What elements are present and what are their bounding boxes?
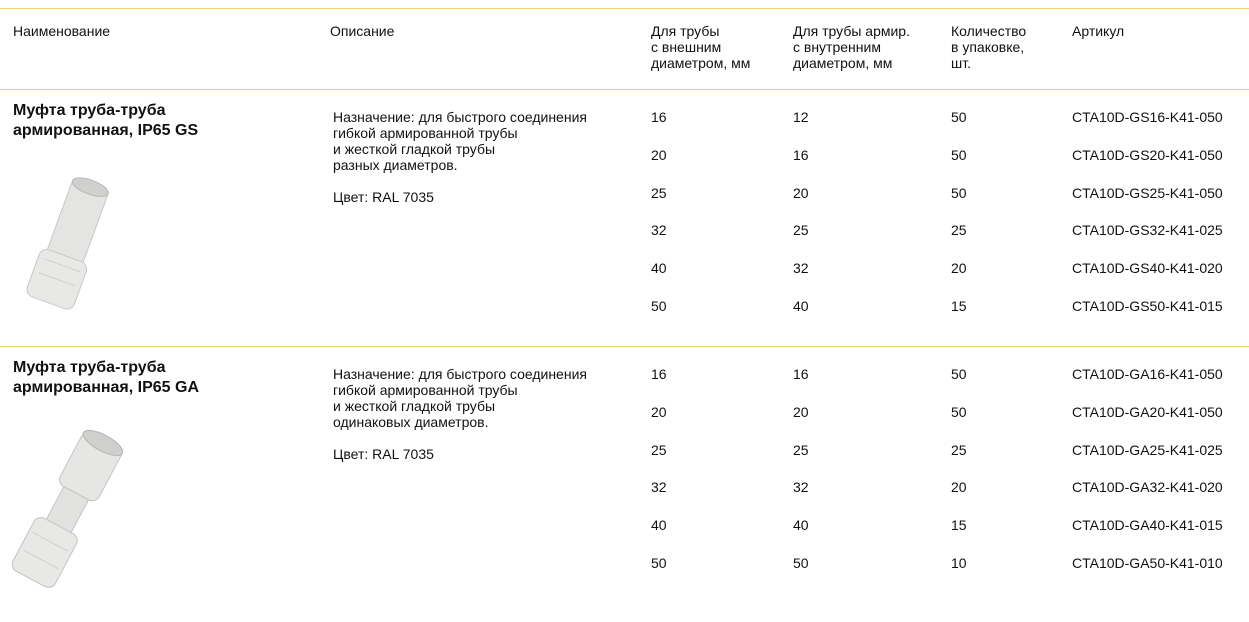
product-name: Муфта труба-труба (13, 101, 165, 121)
description-line: Назначение: для быстрого соединения (333, 109, 587, 126)
column-header: Артикул (1072, 23, 1124, 40)
table-cell: CTA10D-GS20-K41-050 (1072, 147, 1223, 164)
table-cell: CTA10D-GA40-K41-015 (1072, 517, 1223, 534)
table-cell: 20 (793, 404, 809, 421)
table-cell: 40 (651, 517, 667, 534)
table-cell: 16 (793, 147, 809, 164)
column-header: Описание (330, 23, 394, 40)
description-line: гибкой армированной трубы (333, 125, 518, 142)
table-cell: 25 (951, 222, 967, 239)
table-cell: 16 (651, 366, 667, 383)
description-line: и жесткой гладкой трубы (333, 398, 495, 415)
column-header: диаметром, мм (651, 55, 750, 72)
color-note: Цвет: RAL 7035 (333, 446, 434, 463)
description-line: гибкой армированной трубы (333, 382, 518, 399)
product-name: армированная, IP65 GA (13, 378, 199, 398)
column-header: Для трубы (651, 23, 719, 40)
product-name: армированная, IP65 GS (13, 121, 198, 141)
page: НаименованиеОписаниеДля трубыс внешнимди… (0, 0, 1249, 622)
table-cell: CTA10D-GA20-K41-050 (1072, 404, 1223, 421)
table-cell: 50 (951, 366, 967, 383)
table-cell: 25 (951, 442, 967, 459)
table-cell: 32 (651, 222, 667, 239)
table-cell: 20 (651, 404, 667, 421)
table-cell: 50 (793, 555, 809, 572)
table-cell: 12 (793, 109, 809, 126)
description-line: и жесткой гладкой трубы (333, 141, 495, 158)
table-cell: CTA10D-GA32-K41-020 (1072, 479, 1223, 496)
table-cell: 20 (651, 147, 667, 164)
description-line: одинаковых диаметров. (333, 414, 488, 431)
table-cell: CTA10D-GA50-K41-010 (1072, 555, 1223, 572)
table-cell: 16 (793, 366, 809, 383)
rule (0, 89, 1249, 90)
table-cell: 32 (793, 260, 809, 277)
table-cell: 25 (793, 222, 809, 239)
color-note: Цвет: RAL 7035 (333, 189, 434, 206)
rule (0, 8, 1249, 9)
table-cell: 32 (793, 479, 809, 496)
table-cell: CTA10D-GS40-K41-020 (1072, 260, 1223, 277)
table-cell: CTA10D-GA25-K41-025 (1072, 442, 1223, 459)
table-cell: 50 (951, 147, 967, 164)
table-cell: 50 (951, 404, 967, 421)
column-header: в упаковке, (951, 39, 1024, 56)
table-cell: CTA10D-GS16-K41-050 (1072, 109, 1223, 126)
product-image (5, 415, 125, 605)
table-cell: 16 (651, 109, 667, 126)
column-header: с внутренним (793, 39, 881, 56)
column-header: шт. (951, 55, 971, 72)
table-cell: 25 (793, 442, 809, 459)
table-cell: 25 (651, 185, 667, 202)
table-cell: 20 (951, 479, 967, 496)
table-cell: 40 (793, 298, 809, 315)
table-cell: 50 (951, 185, 967, 202)
column-header: Для трубы армир. (793, 23, 910, 40)
product-name: Муфта труба-труба (13, 358, 165, 378)
table-cell: 15 (951, 517, 967, 534)
table-cell: 32 (651, 479, 667, 496)
table-cell: 25 (651, 442, 667, 459)
table-cell: 40 (793, 517, 809, 534)
table-cell: CTA10D-GA16-K41-050 (1072, 366, 1223, 383)
table-cell: CTA10D-GS25-K41-050 (1072, 185, 1223, 202)
table-cell: 50 (651, 298, 667, 315)
table-cell: CTA10D-GS50-K41-015 (1072, 298, 1223, 315)
product-image (10, 170, 120, 320)
column-header: диаметром, мм (793, 55, 892, 72)
table-cell: 50 (651, 555, 667, 572)
table-cell: 10 (951, 555, 967, 572)
column-header: Наименование (13, 23, 110, 40)
table-cell: 15 (951, 298, 967, 315)
rule (0, 346, 1249, 347)
description-line: Назначение: для быстрого соединения (333, 366, 587, 383)
column-header: с внешним (651, 39, 721, 56)
table-cell: 50 (951, 109, 967, 126)
table-cell: CTA10D-GS32-K41-025 (1072, 222, 1223, 239)
table-cell: 20 (951, 260, 967, 277)
table-cell: 20 (793, 185, 809, 202)
table-cell: 40 (651, 260, 667, 277)
column-header: Количество (951, 23, 1026, 40)
description-line: разных диаметров. (333, 157, 458, 174)
